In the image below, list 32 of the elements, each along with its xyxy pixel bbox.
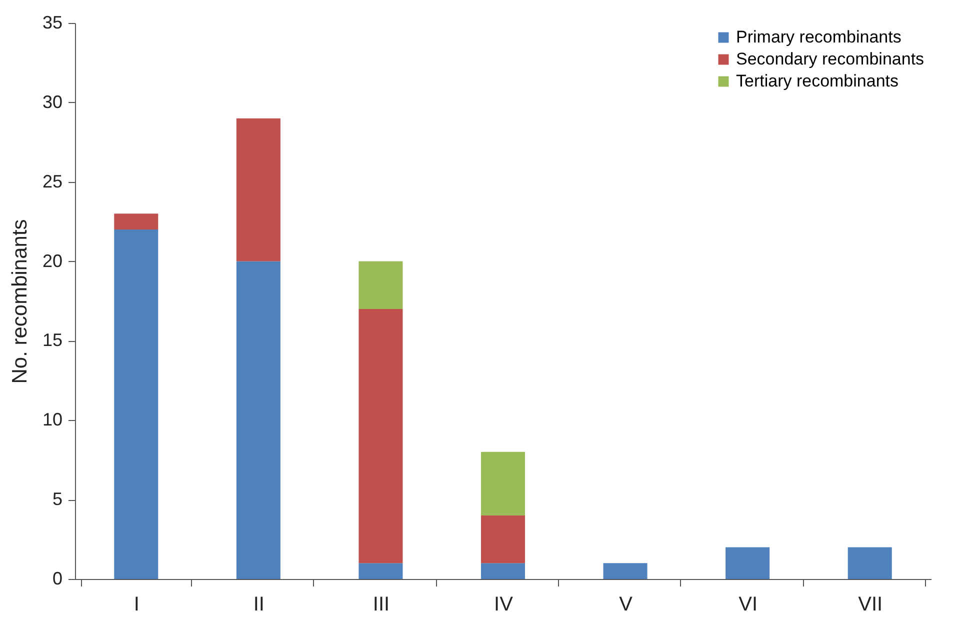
bar	[848, 547, 892, 579]
y-tick-label: 5	[52, 489, 62, 510]
bar	[114, 230, 158, 579]
x-tick-label: I	[134, 594, 140, 616]
bar	[480, 452, 526, 516]
x-tick-label: VII	[858, 594, 883, 616]
bar	[358, 563, 403, 579]
y-tick-label: 25	[42, 171, 62, 192]
bar	[236, 118, 280, 262]
y-tick-label: 35	[42, 12, 62, 32]
bar	[358, 261, 403, 309]
legend-label: Secondary recombinants	[736, 50, 924, 68]
x-tick-label: VI	[738, 594, 758, 616]
bar	[603, 563, 648, 579]
bar	[114, 214, 158, 230]
bar	[358, 308, 403, 564]
bar	[480, 515, 526, 564]
x-tick-label: IV	[494, 594, 514, 616]
y-tick-label: 10	[42, 410, 62, 430]
x-tick-label: II	[253, 594, 264, 616]
bar	[236, 261, 280, 579]
y-tick-label: 15	[42, 330, 62, 350]
bar	[726, 547, 770, 579]
y-axis-title: No. recombinants	[8, 219, 32, 384]
y-tick-label: 0	[52, 568, 62, 588]
legend-label: Primary recombinants	[736, 28, 902, 46]
x-tick-label: III	[372, 594, 390, 616]
x-tick-label: V	[619, 594, 634, 616]
bar	[480, 563, 526, 579]
legend-label: Tertiary recombinants	[736, 72, 899, 90]
y-tick-label: 20	[42, 250, 62, 271]
y-tick-label: 30	[42, 92, 62, 112]
